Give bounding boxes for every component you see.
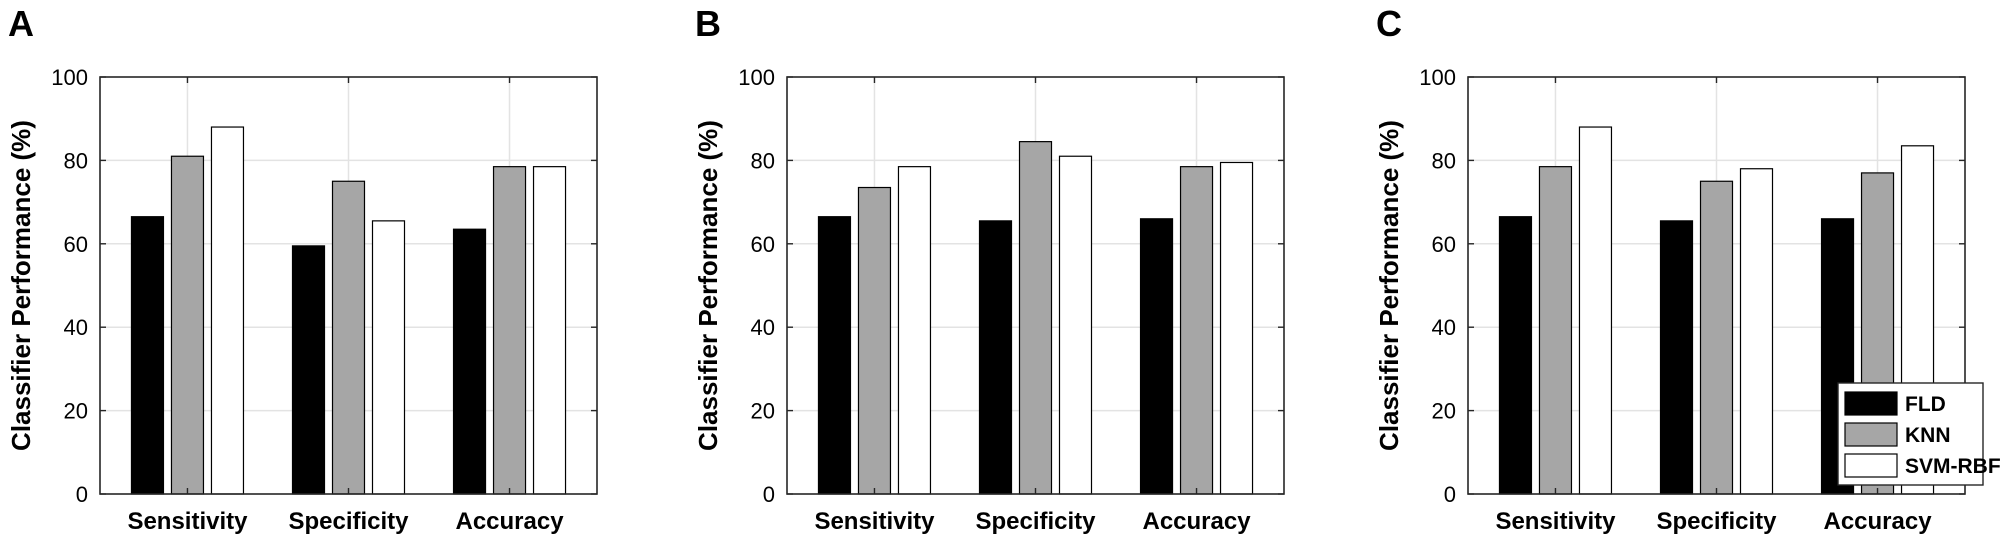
y-tick-label: 60	[64, 232, 88, 257]
bar-knn-sensitivity	[1538, 166, 1573, 495]
category-label: Accuracy	[1823, 508, 1932, 535]
y-tick-label: 60	[751, 232, 775, 257]
bar-svm-rbf-accuracy	[532, 166, 567, 495]
y-tick-label: 20	[751, 399, 775, 424]
bar-knn-accuracy	[492, 166, 527, 495]
bar-knn-sensitivity	[857, 186, 892, 495]
bar-fld-sensitivity	[817, 216, 852, 495]
bar-fld-accuracy	[452, 228, 487, 495]
category-label: Sensitivity	[814, 508, 935, 535]
bar-fld-specificity	[978, 220, 1013, 495]
bar-svm-rbf-specificity	[1739, 168, 1774, 495]
bar-knn-accuracy	[1179, 166, 1214, 495]
y-tick-label: 40	[64, 315, 88, 340]
y-axis-label: Classifier Performance (%)	[1374, 120, 1404, 451]
legend-swatch-knn	[1844, 422, 1898, 447]
bar-knn-specificity	[1018, 141, 1053, 495]
bar-fld-sensitivity	[1498, 216, 1533, 495]
panel-letter: B	[695, 3, 721, 44]
y-tick-label: 40	[751, 315, 775, 340]
category-label: Specificity	[288, 508, 409, 535]
bar-svm-rbf-sensitivity	[897, 166, 932, 495]
category-label: Sensitivity	[1495, 508, 1616, 535]
panel-letter: C	[1376, 3, 1402, 44]
y-tick-label: 0	[1444, 482, 1456, 507]
y-tick-label: 100	[1419, 65, 1456, 90]
y-tick-label: 40	[1432, 315, 1456, 340]
category-label: Accuracy	[455, 508, 564, 535]
legend-label: KNN	[1905, 424, 1951, 447]
bar-fld-specificity	[291, 245, 326, 495]
category-label: Accuracy	[1142, 508, 1251, 535]
y-tick-label: 0	[76, 482, 88, 507]
legend-swatch-fld	[1844, 391, 1898, 416]
bar-svm-rbf-sensitivity	[210, 126, 245, 495]
legend-label: FLD	[1905, 393, 1946, 416]
bar-knn-specificity	[1699, 180, 1734, 495]
y-tick-label: 100	[51, 65, 88, 90]
chart-panel-b: B 0 20 40 60 80 100 Sensitivity Specificity Accur…	[693, 3, 1285, 535]
y-tick-label: 100	[738, 65, 775, 90]
y-tick-label: 80	[64, 148, 88, 173]
bar-fld-specificity	[1659, 220, 1694, 495]
panel-letter: A	[8, 3, 34, 44]
bar-knn-specificity	[331, 180, 366, 495]
legend-label: SVM-RBF	[1905, 455, 2000, 478]
legend-swatch-svm-rbf	[1844, 453, 1898, 478]
legend: FLD KNN SVM-RBF	[1837, 382, 2000, 486]
bar-svm-rbf-specificity	[371, 220, 406, 495]
y-tick-label: 0	[763, 482, 775, 507]
y-tick-label: 20	[1432, 399, 1456, 424]
y-tick-label: 20	[64, 399, 88, 424]
category-label: Specificity	[1656, 508, 1777, 535]
y-tick-label: 60	[1432, 232, 1456, 257]
y-axis-label: Classifier Performance (%)	[693, 120, 723, 451]
bar-svm-rbf-specificity	[1058, 155, 1093, 495]
chart-panel-c: C 0 20 40 60 80 100 Sensitivity Specificity Accur…	[1374, 3, 2000, 535]
bar-svm-rbf-accuracy	[1219, 161, 1254, 495]
y-tick-label: 80	[1432, 148, 1456, 173]
y-axis-label: Classifier Performance (%)	[6, 120, 36, 451]
category-label: Specificity	[975, 508, 1096, 535]
bar-svm-rbf-sensitivity	[1578, 126, 1613, 495]
category-label: Sensitivity	[127, 508, 248, 535]
bar-fld-accuracy	[1139, 218, 1174, 495]
bar-fld-sensitivity	[130, 216, 165, 495]
bar-knn-sensitivity	[170, 155, 205, 495]
chart-panel-a: A 0 20 40 60 80 100 Sensitivity Specificity Accur…	[6, 3, 598, 535]
y-tick-label: 80	[751, 148, 775, 173]
